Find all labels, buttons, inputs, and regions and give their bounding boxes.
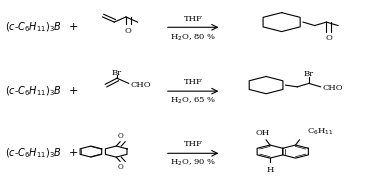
Text: C$_6$H$_{11}$: C$_6$H$_{11}$ — [307, 127, 334, 137]
Text: H$_2$O, 65 %: H$_2$O, 65 % — [170, 95, 216, 106]
Text: $(c$-$C_6H_{11})_3B$: $(c$-$C_6H_{11})_3B$ — [5, 84, 62, 98]
Text: +: + — [69, 22, 78, 32]
Text: O: O — [125, 27, 132, 35]
Text: THF: THF — [184, 140, 203, 148]
Text: $(c$-$C_6H_{11})_3B$: $(c$-$C_6H_{11})_3B$ — [5, 21, 62, 34]
Text: H: H — [266, 166, 274, 174]
Text: H$_2$O, 90 %: H$_2$O, 90 % — [170, 158, 216, 168]
Text: CHO: CHO — [131, 81, 152, 89]
Text: +: + — [69, 86, 78, 96]
Text: THF: THF — [184, 78, 203, 86]
Text: +: + — [69, 148, 78, 158]
Text: O: O — [325, 34, 332, 42]
Text: H$_2$O, 80 %: H$_2$O, 80 % — [170, 32, 216, 43]
Text: OH: OH — [255, 129, 269, 137]
Text: THF: THF — [184, 15, 203, 23]
Text: Br: Br — [111, 69, 121, 77]
Text: $(c$-$C_6H_{11})_3B$: $(c$-$C_6H_{11})_3B$ — [5, 147, 62, 160]
Text: O: O — [118, 163, 123, 171]
Text: O: O — [118, 132, 123, 140]
Text: CHO: CHO — [323, 84, 343, 92]
Text: Br: Br — [304, 70, 314, 78]
